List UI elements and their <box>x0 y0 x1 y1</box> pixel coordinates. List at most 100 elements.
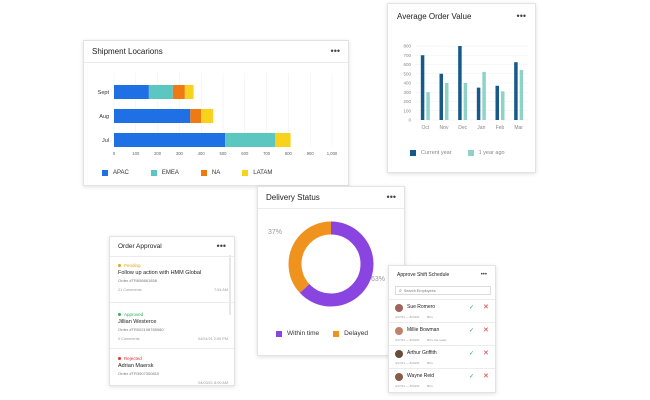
bar-current-year <box>514 62 518 120</box>
aov-chart: 0 100 200 300 400 500 600 700 800 Oct Nov Dec Jan Feb… <box>403 44 528 131</box>
bar-segment-apac <box>114 109 191 123</box>
employee-name: Arthur Griffith <box>407 350 437 356</box>
x-tick-label: Oct <box>421 125 429 131</box>
y-tick-label: 500 <box>403 71 411 76</box>
donut-slice-delayed <box>288 221 374 307</box>
shipment-locations-card: Shipment Locarions ••• 0 100 200 300 400 500 6… <box>83 40 349 186</box>
legend-swatch <box>410 150 416 156</box>
bar-year-ago <box>426 92 430 120</box>
within-time-percent-label: 63% <box>371 276 386 283</box>
order-number: Order #TR002108785980 <box>118 326 164 332</box>
reject-x-icon[interactable]: ✕ <box>483 304 489 311</box>
legend-swatch <box>200 170 207 176</box>
legend-label: APAC <box>113 170 129 176</box>
legend-item[interactable]: Delayed <box>333 330 368 337</box>
divider <box>110 348 234 349</box>
y-tick-label: Jul <box>102 138 109 144</box>
legend-item[interactable]: APAC <box>102 170 129 176</box>
legend-label: 1 year ago <box>478 150 505 156</box>
x-tick-label: Feb <box>496 125 505 131</box>
order-item[interactable]: Pending Follow up action with HMM Global… <box>118 263 228 292</box>
search-placeholder: Search Employees <box>403 288 436 293</box>
x-tick-label: Nov <box>440 125 449 131</box>
legend-item[interactable]: Current year <box>410 150 452 156</box>
more-options-icon[interactable]: ••• <box>516 10 526 21</box>
approved-dot-icon <box>118 313 121 316</box>
employee-name: Wayne Reid <box>407 373 435 379</box>
avatar <box>395 304 403 312</box>
delivery-card-header: Delivery Status ••• <box>258 187 404 209</box>
more-options-icon[interactable]: ••• <box>330 46 340 56</box>
employee-name: Millie Bowman <box>407 327 440 333</box>
x-tick-label: 1,000 <box>327 151 338 156</box>
employee-dates: 4/17/21 — 8/30/21 <box>395 315 420 319</box>
orders-card-title: Order Approval <box>118 243 162 250</box>
order-item[interactable]: Approved Jillian Westerce Order #TR00210… <box>118 312 228 341</box>
aov-card-header: Average Order Value ••• <box>388 4 535 28</box>
y-tick-label: 0 <box>408 118 411 123</box>
legend-item[interactable]: NA <box>200 170 220 176</box>
order-meta: 21 Comments 7:54 AM <box>118 288 228 292</box>
y-tick-label: 100 <box>403 108 411 113</box>
pending-dot-icon <box>118 264 121 267</box>
search-icon: ⌕ <box>399 287 402 294</box>
x-tick-label: Jan <box>477 125 485 131</box>
rejected-dot-icon <box>118 357 121 360</box>
employee-hours: 8hrs <box>427 361 433 365</box>
legend-swatch <box>102 170 108 176</box>
x-tick-label: 800 <box>285 151 293 156</box>
order-approval-card: Order Approval ••• Pending Follow up act… <box>109 236 235 386</box>
more-options-icon[interactable]: ••• <box>216 241 226 251</box>
bar-segment-emea <box>225 133 276 147</box>
y-tick-label: Sept <box>98 90 110 96</box>
order-meta: 0 Comments 04/24/21 2:00 PM <box>118 337 228 341</box>
legend-swatch <box>150 170 157 176</box>
aov-card-title: Average Order Value <box>397 11 472 21</box>
order-item[interactable]: Rejected Adrian Maersk Order #TR39073008… <box>118 356 228 385</box>
scrollbar[interactable] <box>229 255 231 315</box>
legend-item[interactable]: 1 year ago <box>467 150 505 156</box>
bar-year-ago <box>519 70 524 120</box>
bar-segment-latam <box>275 133 291 147</box>
delivery-status-card: Delivery Status ••• Within time Delayed <box>257 186 405 356</box>
approve-check-icon[interactable]: ✓ <box>469 305 475 311</box>
shipment-card-header: Shipment Locarions ••• <box>84 41 348 63</box>
delivery-legend: Within time Delayed <box>276 330 382 337</box>
order-title: Adrian Maersk <box>118 363 154 369</box>
employee-hours: 8hrs <box>427 315 433 319</box>
reject-x-icon[interactable]: ✕ <box>483 327 489 334</box>
order-comments[interactable]: 0 Comments <box>118 336 140 341</box>
order-number: Order #TR658661858 <box>118 277 157 283</box>
reject-x-icon[interactable]: ✕ <box>483 373 489 380</box>
shift-card-header: Approve Shift Schedule ••• <box>389 266 495 284</box>
more-options-icon[interactable]: ••• <box>386 192 396 202</box>
y-tick-label: 800 <box>403 44 411 49</box>
legend-item[interactable]: Within time <box>276 330 319 337</box>
x-tick-label: 400 <box>198 151 206 156</box>
legend-item[interactable]: LATAM <box>242 170 272 176</box>
legend-label: Current year <box>421 150 452 156</box>
bar-segment-apac <box>114 85 149 99</box>
shipment-chart: 0 100 200 300 400 500 600 700 800 900 1,000 Sept Aug… <box>98 73 338 156</box>
y-tick-label: Aug <box>99 114 109 120</box>
approve-check-icon[interactable]: ✓ <box>469 351 475 357</box>
more-options-icon[interactable]: ••• <box>480 272 487 278</box>
bar-current-year <box>439 73 443 120</box>
approve-check-icon[interactable]: ✓ <box>469 374 475 380</box>
order-comments[interactable]: 21 Comments <box>118 287 142 292</box>
x-tick-label: 300 <box>176 151 184 156</box>
employee-hours: 8hrs Not ready <box>427 338 447 342</box>
x-tick-label: Dec <box>458 125 467 131</box>
employee-dates: 4/17/21 — 8/30/21 <box>395 338 420 342</box>
approve-check-icon[interactable]: ✓ <box>469 328 475 334</box>
bar-segment-latam <box>201 109 214 123</box>
x-tick-label: 600 <box>241 151 249 156</box>
legend-item[interactable]: EMEA <box>150 170 179 176</box>
employee-name: Sue Romero <box>407 304 436 310</box>
search-employees-input[interactable]: ⌕ Search Employees <box>395 286 491 295</box>
employee-hours: 8hrs <box>427 384 433 388</box>
order-status: Approved <box>118 312 228 317</box>
reject-x-icon[interactable]: ✕ <box>483 350 489 357</box>
bar-year-ago <box>463 83 468 120</box>
shift-card-title: Approve Shift Schedule <box>397 272 450 278</box>
